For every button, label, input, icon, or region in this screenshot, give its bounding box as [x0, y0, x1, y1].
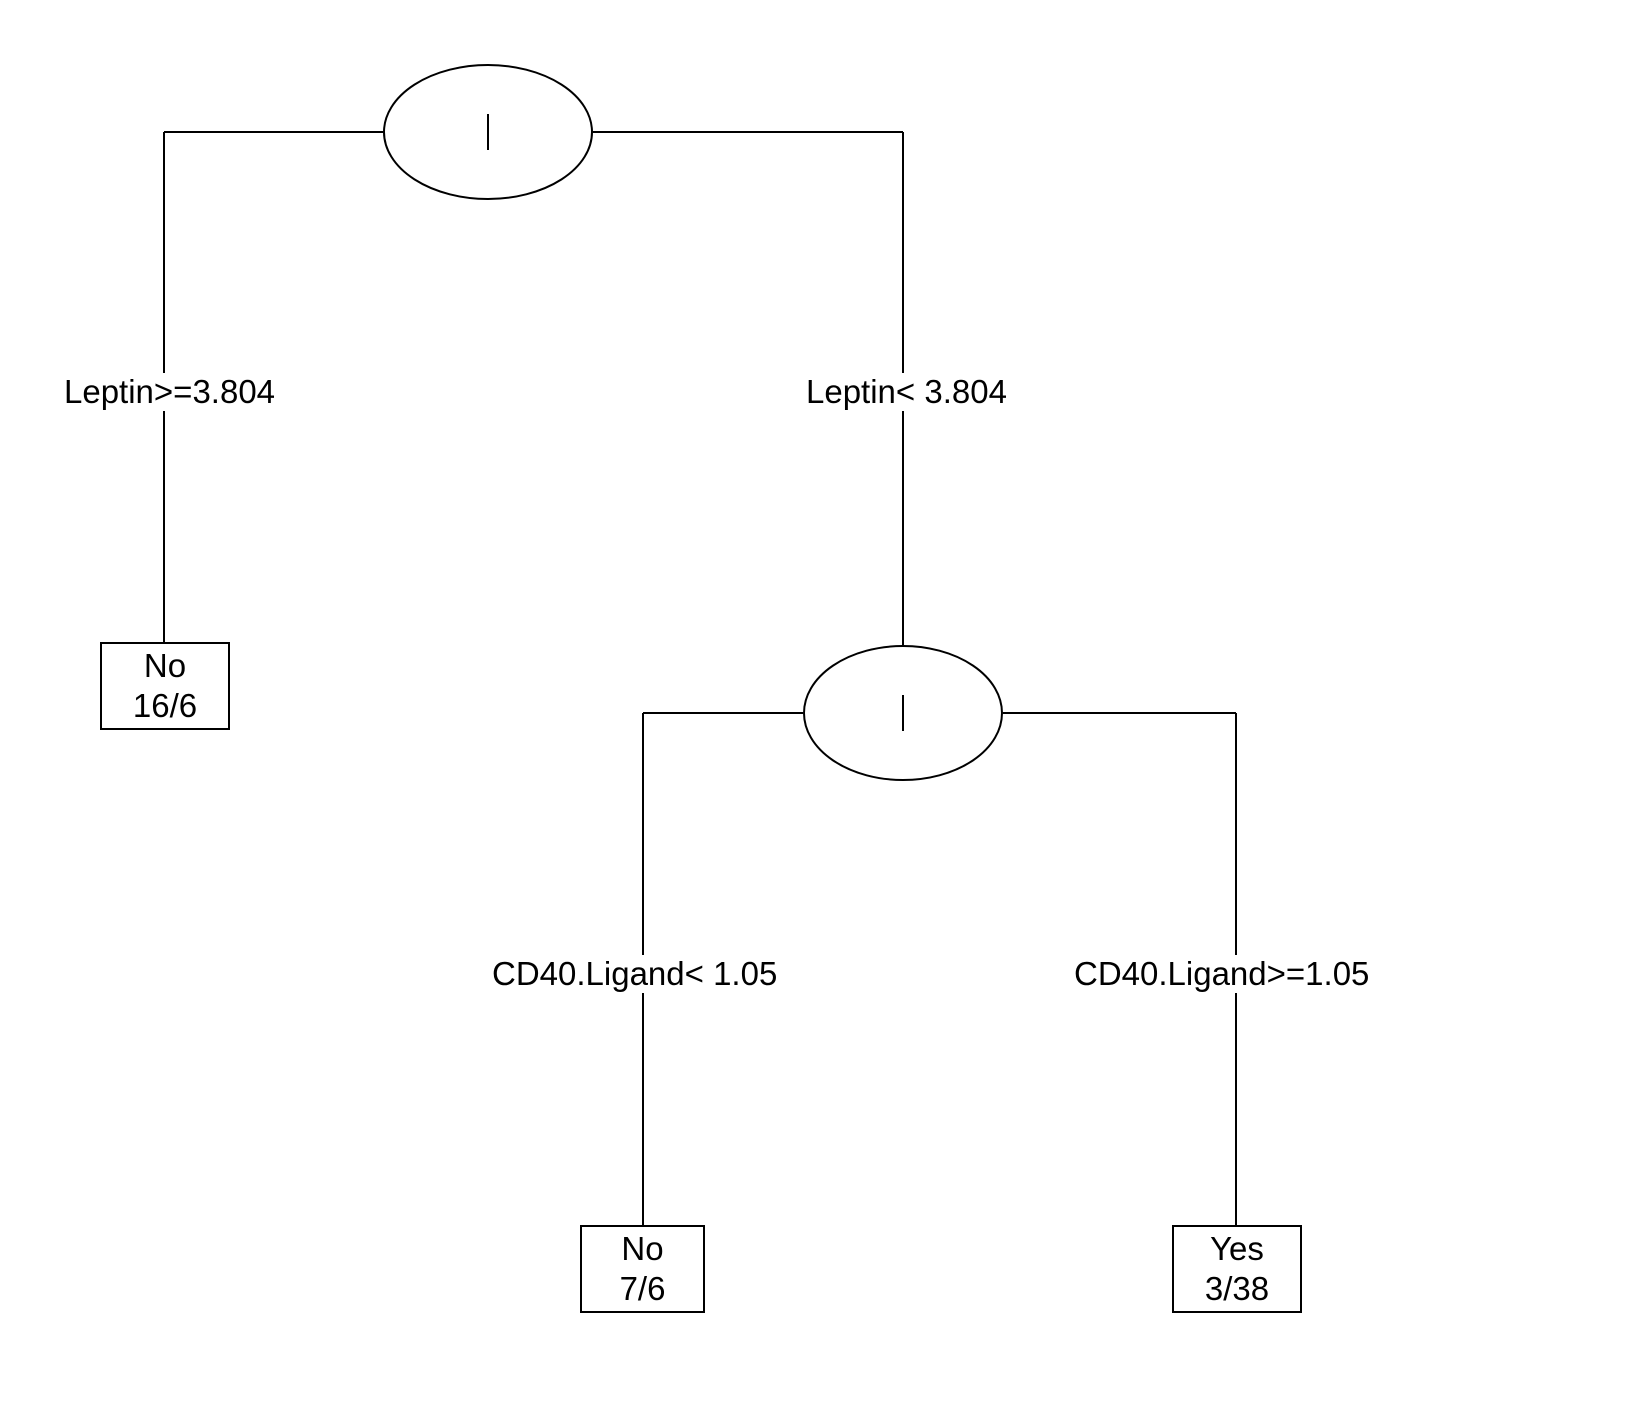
leaf-mid-counts: 7/6 — [620, 1269, 666, 1309]
edge-root-h-right — [593, 131, 903, 133]
leaf-right: Yes 3/38 — [1172, 1225, 1302, 1313]
root-tick — [487, 114, 489, 150]
leaf-right-counts: 3/38 — [1205, 1269, 1269, 1309]
leaf-left: No 16/6 — [100, 642, 230, 730]
label-left-int: CD40.Ligand< 1.05 — [490, 955, 779, 993]
edge-int-h-right — [1003, 712, 1236, 714]
edge-int-h-left — [643, 712, 803, 714]
leaf-mid: No 7/6 — [580, 1225, 705, 1313]
leaf-left-counts: 16/6 — [133, 686, 197, 726]
label-right-int: CD40.Ligand>=1.05 — [1072, 955, 1371, 993]
edge-root-h-left — [164, 131, 383, 133]
label-left-root: Leptin>=3.804 — [62, 373, 277, 411]
decision-tree-diagram: No 16/6 No 7/6 Yes 3/38 Leptin>=3.804 Le… — [0, 0, 1650, 1411]
leaf-left-label: No — [144, 646, 186, 686]
label-right-root: Leptin< 3.804 — [804, 373, 1009, 411]
leaf-right-label: Yes — [1210, 1229, 1264, 1269]
leaf-mid-label: No — [621, 1229, 663, 1269]
internal-tick — [902, 695, 904, 731]
